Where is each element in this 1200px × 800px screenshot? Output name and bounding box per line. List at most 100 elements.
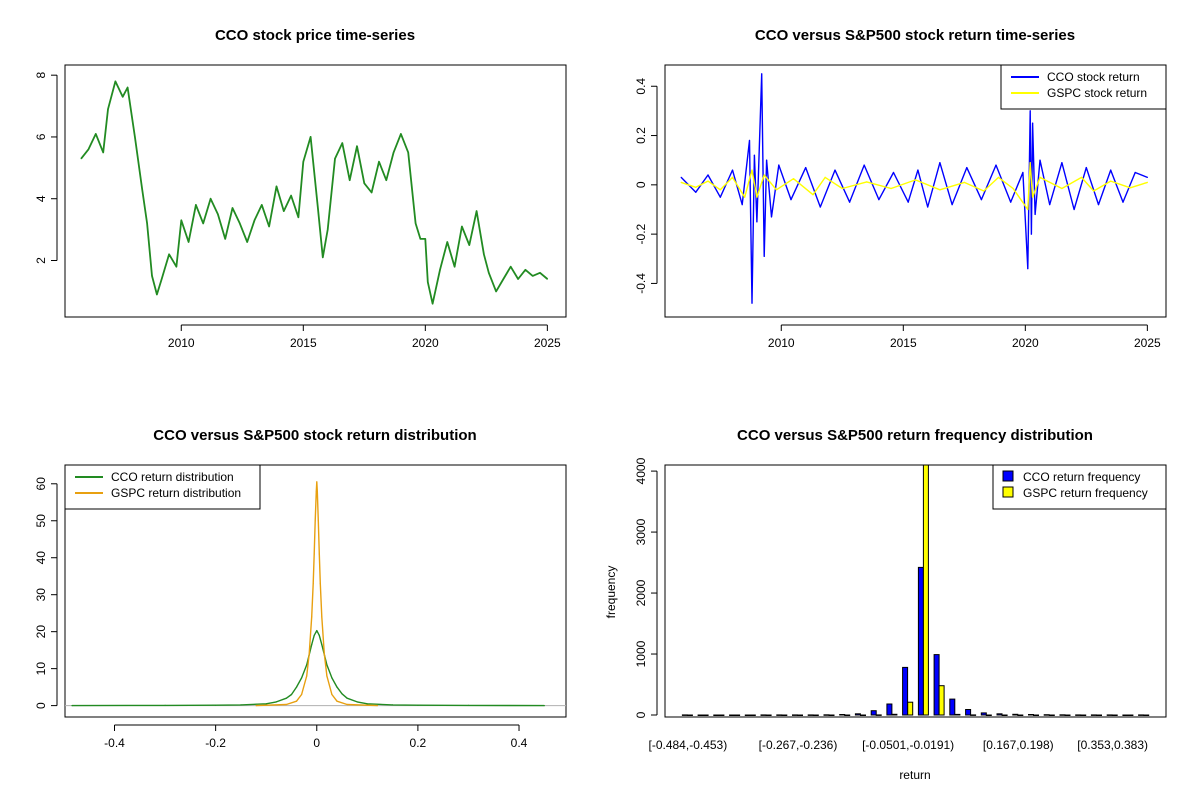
histogram-bar [1012, 713, 1019, 716]
series-line-1 [256, 481, 378, 707]
data-point [778, 164, 780, 166]
series-line-1 [680, 161, 1148, 211]
histogram-bar [765, 714, 772, 716]
data-point [1010, 201, 1012, 203]
data-point [376, 705, 378, 707]
data-point [1134, 171, 1136, 174]
data-point [311, 616, 313, 618]
x-tick-label: -0.4 [104, 736, 125, 750]
data-point [275, 701, 277, 703]
data-point [392, 704, 394, 706]
legend-swatch [1002, 470, 1014, 482]
histogram-bar [1064, 714, 1071, 716]
histogram-bar [1075, 714, 1082, 716]
y-tick-label: 0 [634, 181, 648, 188]
data-point [122, 96, 124, 98]
data-point [680, 176, 682, 178]
legend-label: CCO stock return [1047, 70, 1140, 84]
data-point [102, 151, 104, 153]
data-point [336, 686, 338, 688]
data-point [295, 686, 298, 688]
histogram-bar [1033, 714, 1039, 716]
data-point [543, 705, 545, 707]
histogram-bar [1138, 714, 1145, 716]
x-tick-label: 0.2 [410, 736, 427, 750]
data-point [95, 133, 97, 135]
data-point [180, 219, 182, 221]
histogram-bar [1122, 714, 1129, 716]
data-point [326, 675, 328, 677]
data-point [316, 481, 318, 483]
data-point [424, 238, 426, 240]
data-point [151, 275, 153, 277]
x-tick-label: 0.4 [511, 736, 528, 750]
data-point [927, 206, 929, 208]
data-point [812, 194, 814, 196]
x-tick-label: [0.167,0.198) [983, 738, 1054, 752]
data-point [476, 210, 478, 212]
histogram-bar [970, 714, 977, 716]
histogram-ylabel: frequency [604, 566, 618, 619]
legend-box [992, 464, 1167, 510]
data-point [164, 704, 166, 707]
data-point [1030, 233, 1032, 235]
data-point [1110, 169, 1112, 171]
data-point [495, 290, 497, 292]
data-point [1097, 204, 1100, 206]
x-tick-label: 0 [313, 736, 320, 750]
data-point [314, 520, 316, 522]
data-point [240, 704, 242, 706]
histogram-bar [1043, 714, 1050, 716]
data-point [127, 86, 129, 89]
data-point [914, 179, 917, 181]
data-point [892, 171, 895, 174]
y-tick-label: 6 [34, 133, 48, 140]
data-point [246, 241, 248, 243]
price-chart-title: CCO stock price time-series [215, 27, 415, 44]
data-point [731, 169, 734, 171]
y-tick-label: 2000 [634, 579, 648, 606]
y-tick-label: 10 [34, 662, 48, 676]
data-point [1034, 213, 1036, 215]
data-point [321, 644, 323, 646]
data-point [1093, 190, 1095, 192]
y-tick-label: 30 [34, 588, 48, 602]
data-point [318, 553, 320, 555]
y-tick-label: 40 [34, 551, 48, 565]
data-point [302, 161, 304, 163]
data-point [1129, 187, 1131, 189]
histogram-bar [907, 701, 914, 716]
data-point [141, 188, 143, 191]
histogram-bar [781, 714, 788, 716]
data-point [1146, 176, 1148, 178]
data-point [1032, 122, 1034, 124]
data-point [510, 266, 512, 268]
data-point [427, 281, 429, 283]
histogram-bar [702, 714, 709, 716]
data-point [313, 634, 315, 637]
histogram-bar [1111, 714, 1118, 716]
data-point [215, 704, 217, 706]
histogram-bar [860, 714, 866, 716]
data-point [1061, 187, 1063, 190]
data-point [1110, 180, 1112, 182]
data-point [467, 704, 470, 707]
y-tick-label: 4 [34, 195, 48, 202]
data-point [168, 253, 170, 255]
histogram-bar [760, 714, 767, 716]
data-point [841, 187, 843, 190]
data-point [939, 162, 941, 164]
data-point [454, 266, 456, 268]
histogram-bar [854, 713, 861, 716]
histogram-bar [886, 703, 893, 716]
data-point [317, 207, 319, 209]
x-tick-label: [-0.484,-0.453) [649, 738, 728, 752]
histogram-bar [1080, 714, 1087, 716]
data-point [878, 199, 880, 201]
histogram-bar [807, 714, 814, 716]
price-timeseries-panel: CCO stock price time-series 2010 2015 2020… [34, 27, 567, 350]
data-point [346, 697, 348, 699]
data-point [995, 164, 997, 166]
x-tick-label: 2010 [168, 336, 195, 350]
